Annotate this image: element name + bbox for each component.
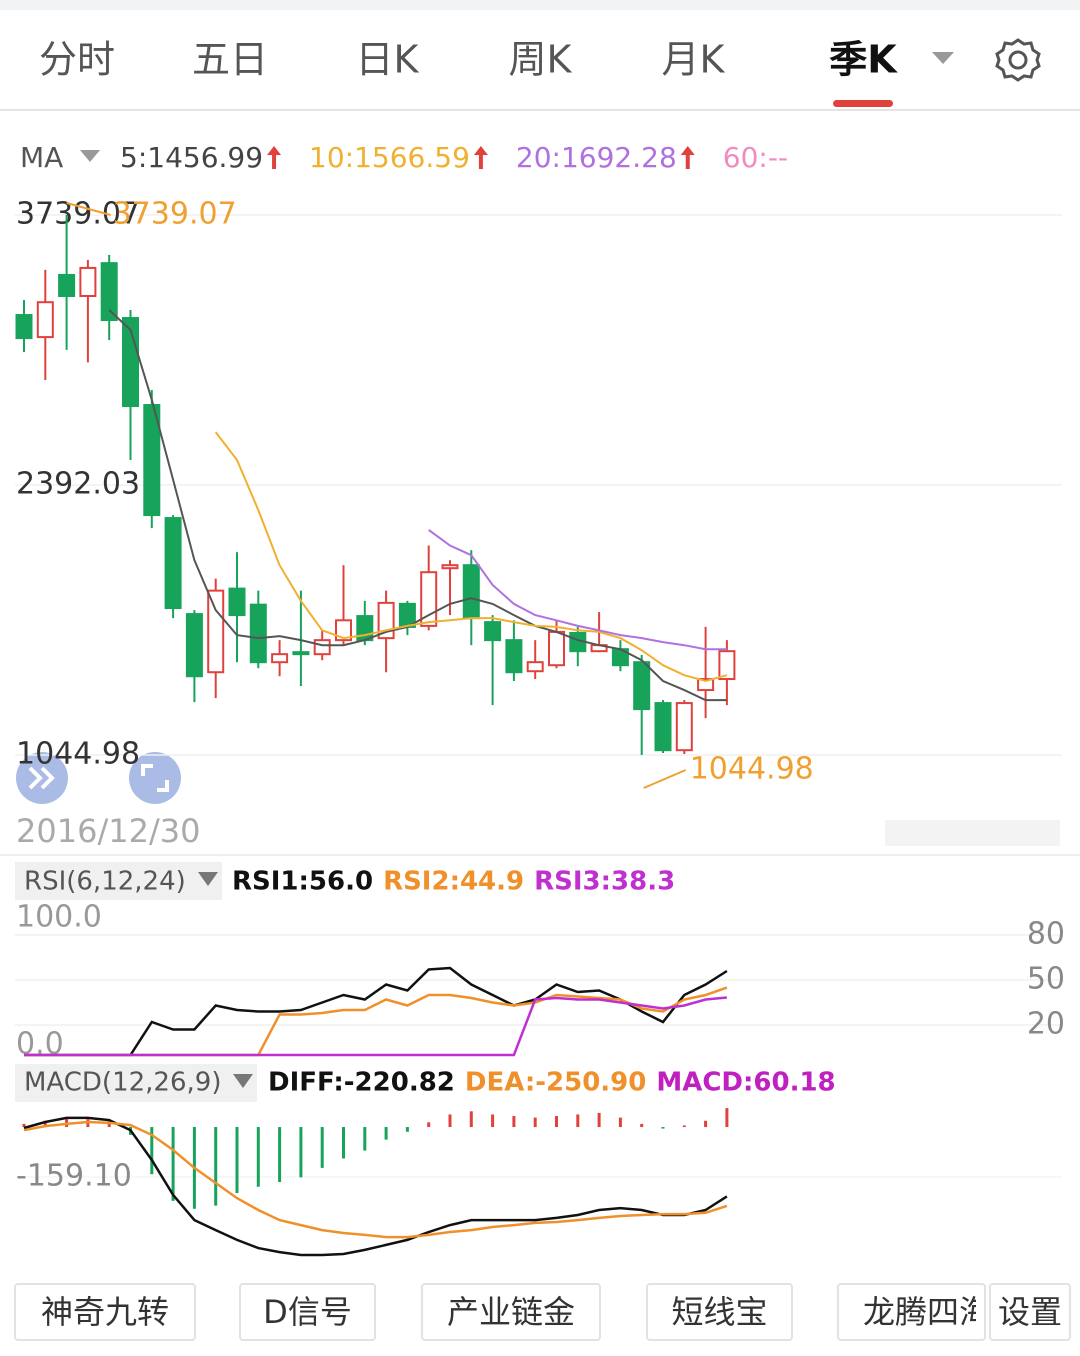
legend-item: DIFF:-220.82	[268, 1068, 455, 1098]
candle-body	[100, 262, 118, 322]
y-tick-label: 50	[1027, 962, 1065, 997]
toolbar-button[interactable]	[989, 1283, 1071, 1341]
y-tick-label: 3739.07	[16, 197, 140, 232]
candle-body	[697, 678, 715, 692]
toolbar-button[interactable]	[14, 1283, 196, 1341]
candle-body	[228, 587, 246, 617]
candle-body	[164, 517, 182, 610]
macd-selector[interactable]	[15, 1064, 257, 1102]
candle-body	[292, 651, 310, 656]
tab[interactable]: 日K	[356, 38, 420, 82]
candle-body	[505, 639, 523, 674]
toolbar-button-label[interactable]: 龙腾四海	[863, 1293, 991, 1331]
y-tick-label: 2392.03	[16, 466, 140, 501]
y-tick-label: 1044.98	[16, 737, 140, 772]
toolbar-button[interactable]	[646, 1283, 793, 1341]
candle-body	[335, 619, 352, 642]
ma-legend-item: 20:1692.28	[516, 141, 677, 174]
candle-body	[15, 314, 33, 340]
tab-dropdown[interactable]	[932, 52, 954, 64]
macd-line	[23, 1120, 728, 1239]
legend-item: DEA:-250.90	[465, 1068, 646, 1098]
candle-body	[271, 653, 289, 664]
candle-body	[207, 589, 225, 674]
up-arrow	[473, 146, 488, 169]
annotation-leader	[643, 769, 687, 789]
candle-body	[185, 613, 203, 678]
rsi-line	[24, 996, 728, 1057]
candle-body	[462, 564, 480, 620]
macd-dropdown	[233, 1074, 253, 1088]
ma-label: MA	[20, 141, 63, 174]
y-limit-label: 100.0	[16, 900, 102, 935]
candle-body	[548, 630, 565, 667]
up-arrow	[267, 146, 282, 169]
candle-body	[526, 661, 544, 673]
toolbar-button-label[interactable]: 短线宝	[671, 1293, 767, 1331]
candle-body	[633, 661, 651, 711]
rsi-indicator: RSI(6,12,24)	[24, 867, 186, 897]
rsi-dropdown	[198, 872, 218, 886]
candle-body	[313, 639, 331, 656]
high-annotation: 3739.07	[113, 197, 237, 232]
legend-item: MACD:60.18	[656, 1068, 835, 1098]
toolbar-button-label[interactable]: D信号	[263, 1293, 352, 1331]
candle-body	[79, 266, 97, 297]
toolbar-button[interactable]	[239, 1283, 376, 1341]
tab[interactable]: 分时	[39, 38, 115, 82]
settings-gear[interactable]	[995, 38, 1041, 82]
y-tick-label: -159.10	[16, 1159, 132, 1194]
legend-item: RSI2:44.9	[383, 867, 524, 897]
legend-item: RSI3:38.3	[534, 867, 675, 897]
ma-dropdown[interactable]	[80, 150, 100, 162]
tab[interactable]: 季K	[829, 38, 898, 82]
status-strip	[0, 0, 1080, 10]
rsi-selector[interactable]	[15, 862, 222, 900]
date-label: 2016/12/30	[16, 812, 200, 850]
toolbar-button[interactable]	[421, 1283, 601, 1341]
candle-body	[36, 301, 54, 339]
candle-body	[143, 404, 161, 517]
candle-body	[654, 702, 672, 752]
ma-line	[214, 431, 728, 683]
toolbar-button-label[interactable]: 产业链金	[447, 1293, 575, 1331]
rsi-line	[24, 986, 728, 1057]
tab-underline	[833, 100, 893, 107]
y-tick-label: 20	[1027, 1007, 1065, 1042]
tab[interactable]: 周K	[509, 38, 573, 82]
ma-line	[428, 529, 727, 651]
ma-legend-item: 60:--	[723, 141, 788, 174]
toolbar-button-label[interactable]: 神奇九转	[41, 1293, 169, 1331]
annotation-leader	[66, 202, 111, 216]
rsi-line	[24, 966, 728, 1057]
legend-item: RSI1:56.0	[232, 867, 373, 897]
toolbar-button-label[interactable]: 设置	[998, 1293, 1062, 1331]
ma-legend-item: 5:1456.99	[120, 141, 263, 174]
candle-body	[58, 273, 76, 297]
scroll-indicator	[885, 820, 1060, 846]
ma-line	[108, 309, 727, 702]
scroll-icon	[28, 766, 55, 790]
tab[interactable]: 月K	[662, 38, 726, 82]
y-tick-label: 80	[1027, 917, 1065, 952]
fullscreen-icon	[141, 764, 169, 792]
tab[interactable]: 五日	[192, 38, 268, 82]
candle-body	[675, 702, 693, 752]
candle-body	[484, 621, 502, 642]
candle-body	[249, 603, 267, 664]
candle-body	[718, 650, 736, 681]
candle-body	[441, 564, 459, 570]
macd-indicator: MACD(12,26,9)	[24, 1068, 221, 1098]
toolbar-button[interactable]	[837, 1283, 986, 1341]
macd-line	[23, 1116, 728, 1257]
low-annotation: 1044.98	[690, 752, 814, 787]
up-arrow	[680, 146, 695, 169]
ma-legend-item: 10:1566.59	[309, 141, 470, 174]
